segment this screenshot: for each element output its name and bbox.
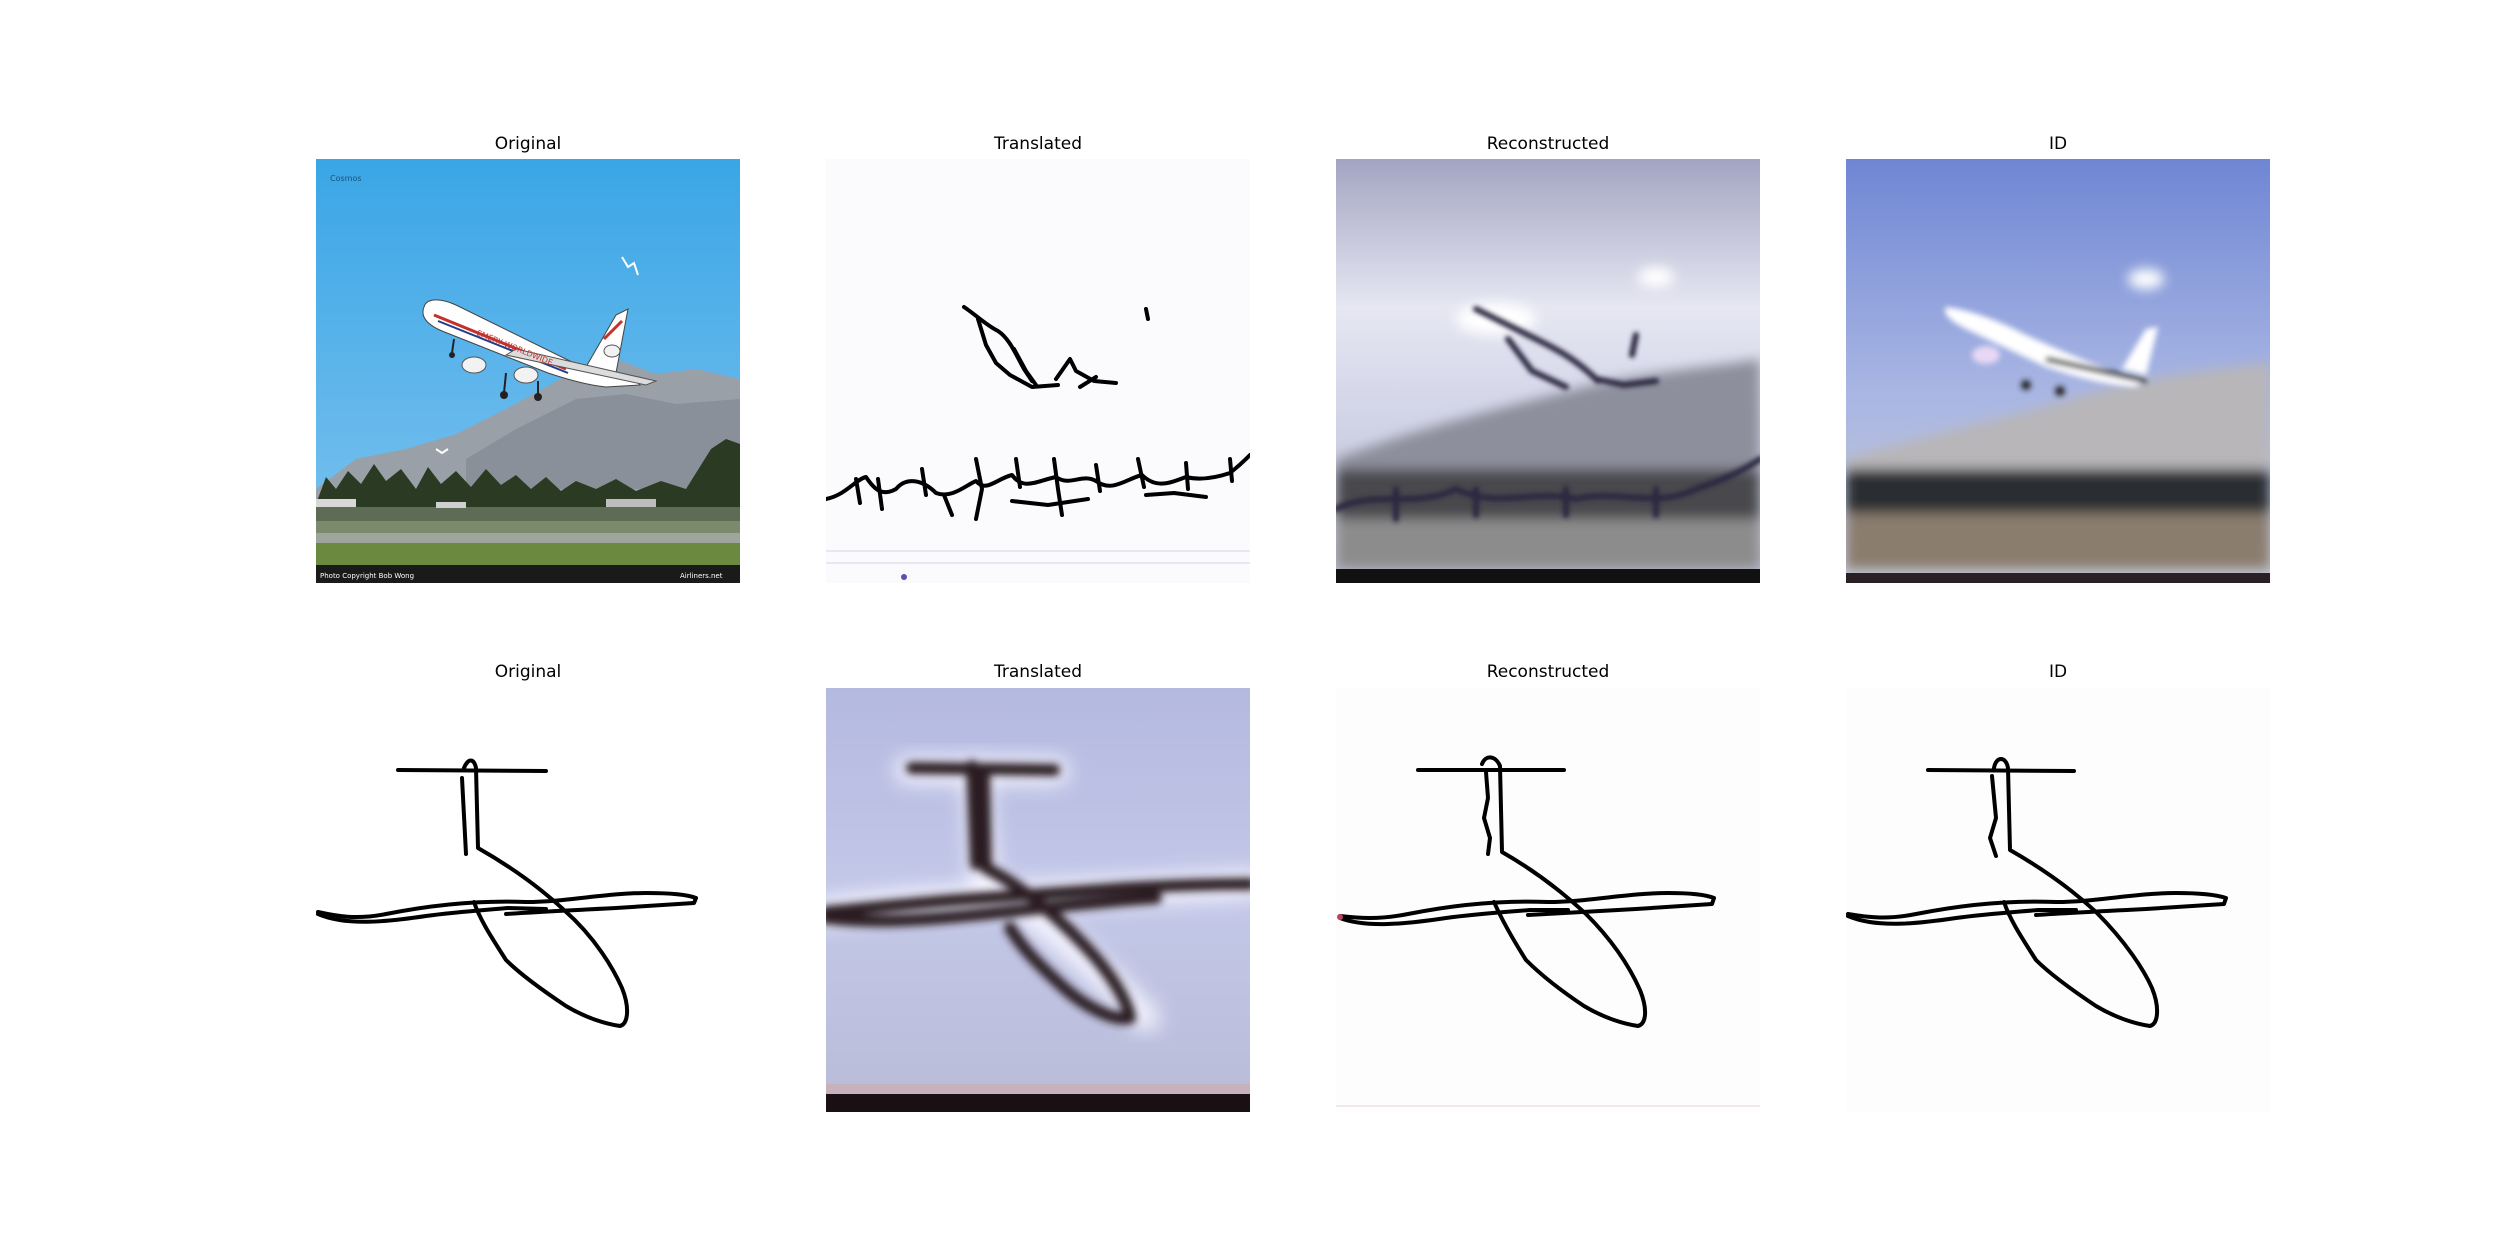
title-reconstructed-photo: Reconstructed [1486,134,1610,154]
original-photo-image: Cosmos EMERY WORLDWIDE Photo Copyright B… [316,159,740,583]
photo-credit: Photo Copyright Bob Wong [320,572,414,580]
original-sketch-image [316,688,740,1112]
title-id-photo: ID [2048,134,2068,154]
site-credit: Airliners.net [680,572,723,580]
reconstructed-photo-image [1336,159,1760,583]
title-original-photo: Original [494,134,562,154]
id-photo-image [1846,159,2270,583]
title-translated-sketch: Translated [994,662,1082,682]
title-reconstructed-sketch: Reconstructed [1486,662,1610,682]
title-translated-photo: Translated [994,134,1082,154]
title-original-sketch: Original [494,662,562,682]
translated-photo-image [826,159,1250,583]
id-sketch-image [1846,688,2270,1112]
reconstructed-sketch-image [1336,688,1760,1112]
translated-sketch-image [826,688,1250,1112]
title-id-sketch: ID [2048,662,2068,682]
corner-watermark: Cosmos [330,174,362,183]
